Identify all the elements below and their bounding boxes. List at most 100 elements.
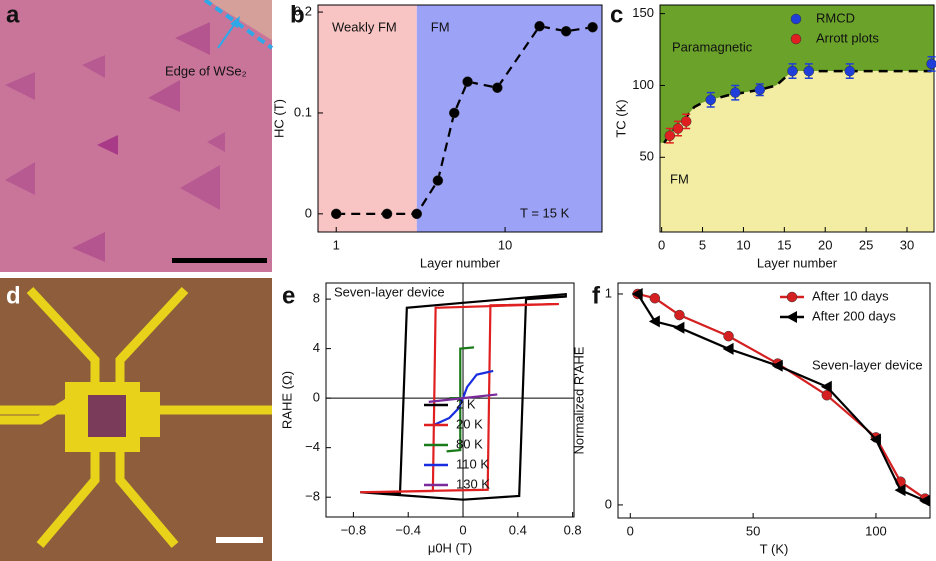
marker	[648, 315, 660, 328]
x-axis-label: T (K)	[760, 541, 789, 556]
legend-label: After 200 days	[812, 308, 896, 323]
plot-frame	[659, 4, 935, 233]
region-label: FM	[431, 19, 450, 34]
legend-label: Arrott plots	[816, 30, 879, 45]
marker	[432, 175, 444, 186]
x-tick-label: 30	[900, 237, 914, 252]
y-tick-label: −8	[305, 489, 320, 504]
legend-label: 110 K	[456, 456, 489, 471]
marker	[330, 208, 342, 220]
x-tick-label: 100	[865, 523, 887, 538]
flake	[97, 135, 118, 155]
series-line	[336, 24, 593, 215]
x-tick-label: 0.8	[564, 522, 582, 537]
y-tick-label: 4	[313, 340, 320, 355]
marker	[381, 208, 393, 220]
x-tick-label: −0.8	[341, 522, 367, 537]
legend-label: After 10 days	[812, 288, 889, 303]
chart-panel: Paramagnetic FM 0 5 10 15 20 25 30 50 100 150 Layer …	[610, 1, 936, 270]
y-axis-label: HC (T)	[271, 99, 286, 138]
plot-frame	[317, 4, 603, 233]
x-axis-label: μ0H (T)	[428, 540, 472, 555]
y-tick-label: 0	[313, 390, 320, 405]
annotation: T = 15 K	[520, 205, 570, 220]
y-axis-label: RAHE (Ω)	[279, 371, 294, 429]
flake	[5, 162, 35, 195]
panel-label: d	[6, 282, 21, 309]
x-tick-label: 5	[699, 237, 706, 252]
region-label: Weakly FM	[332, 19, 397, 34]
marker	[722, 342, 734, 355]
legend-marker	[790, 33, 802, 45]
photo-background	[0, 0, 272, 272]
annotation: Edge of WSe₂	[165, 63, 247, 78]
marker	[587, 21, 598, 33]
y-tick-label: 0.2	[294, 3, 312, 18]
chart-panel: 0 50 100 0 1 T (K) Normalized R'AHE f Seven-laye…	[571, 282, 931, 556]
x-tick-label: 20	[818, 237, 832, 252]
x-axis-label: Layer number	[757, 255, 838, 270]
flake	[72, 232, 105, 262]
marker	[672, 123, 684, 134]
marker	[492, 82, 503, 93]
legend-marker	[786, 291, 798, 303]
flake	[148, 80, 180, 112]
legend-marker	[786, 311, 797, 323]
marker	[680, 116, 692, 127]
flake	[175, 22, 210, 55]
marker	[723, 330, 734, 342]
marker	[754, 84, 766, 96]
x-tick-label: 50	[746, 523, 760, 538]
x-tick-label: 0.4	[509, 522, 527, 537]
marker	[771, 359, 783, 372]
marker	[821, 389, 833, 401]
annotation: Seven-layer device	[812, 357, 923, 372]
marker	[649, 292, 661, 304]
chart-panel: Weakly FM FM 1 10 0 0.1 0.2 Layer number HC (T) b…	[271, 1, 603, 270]
marker	[705, 94, 716, 106]
series-line	[428, 393, 498, 403]
x-tick-label: −0.4	[395, 522, 421, 537]
y-tick-label: 0	[305, 205, 312, 220]
legend-label: 20 K	[456, 416, 483, 431]
y-tick-label: 150	[632, 5, 654, 20]
x-tick-label: 10	[736, 237, 750, 252]
marker	[448, 107, 460, 119]
region-label: FM	[670, 171, 689, 186]
marker	[894, 484, 906, 497]
wse2-region	[207, 0, 272, 40]
marker	[919, 494, 931, 507]
x-tick-label: 10	[498, 237, 512, 252]
y-tick-label: 1	[605, 285, 612, 300]
marker	[729, 87, 741, 98]
legend-marker	[790, 13, 802, 25]
plot-frame	[617, 282, 931, 519]
series-line	[360, 302, 559, 494]
marker	[674, 309, 685, 321]
panel-label: a	[6, 1, 20, 28]
panel-label: b	[290, 1, 305, 28]
arrow	[217, 21, 237, 49]
marker	[787, 65, 798, 77]
series-line	[360, 292, 567, 501]
y-tick-label: 0	[605, 496, 612, 511]
marker	[844, 65, 856, 77]
marker	[534, 20, 545, 32]
marker	[664, 130, 676, 141]
flake	[207, 132, 225, 152]
x-tick-label: 15	[777, 237, 791, 252]
photo-d: d	[0, 278, 272, 561]
marker	[820, 380, 832, 393]
region-below	[660, 71, 934, 232]
legend-label: RMCD	[816, 10, 855, 25]
electrode-pad	[132, 392, 160, 437]
marker	[673, 321, 685, 334]
y-tick-label: 0.1	[294, 104, 312, 119]
y-tick-label: 100	[632, 77, 654, 92]
scale-bar	[216, 537, 263, 543]
panel-label: f	[592, 282, 601, 309]
marker	[631, 287, 643, 300]
flake	[180, 165, 220, 210]
flake	[82, 55, 105, 78]
